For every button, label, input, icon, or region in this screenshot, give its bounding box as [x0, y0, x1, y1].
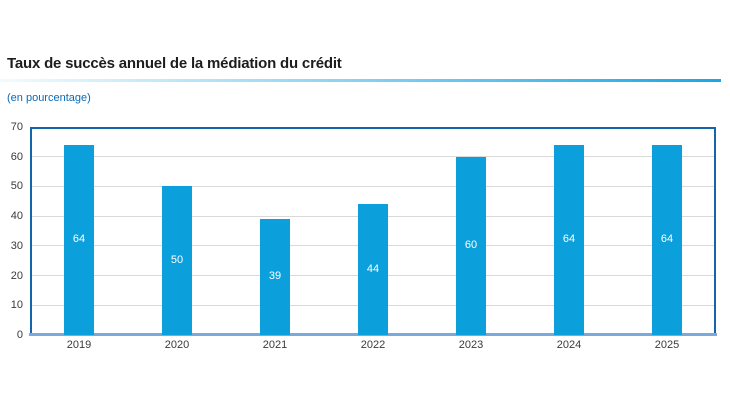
- bar-value-label: 50: [170, 253, 184, 266]
- y-axis-tick-label: 40: [10, 210, 23, 223]
- bar-value-label: 44: [366, 262, 380, 275]
- bar-2021: [260, 219, 290, 335]
- x-axis-tick-label: 2023: [458, 339, 484, 351]
- y-axis-tick-label: 30: [10, 239, 23, 252]
- bar-value-label: 64: [72, 232, 86, 245]
- y-axis-tick-label: 60: [10, 150, 23, 163]
- x-axis-tick-label: 2025: [654, 339, 680, 351]
- x-axis-tick-label: 2020: [164, 339, 190, 351]
- title-underline-rule: [0, 79, 721, 82]
- y-axis-tick-label: 50: [10, 180, 23, 193]
- chart-unit-label: (en pourcentage): [7, 92, 91, 104]
- bar-value-label: 60: [464, 238, 478, 251]
- bar-value-label: 39: [268, 270, 282, 283]
- plot-frame-left: [30, 127, 32, 335]
- plot-frame-top: [30, 127, 716, 129]
- bar-2024: [554, 144, 584, 335]
- bar-2023: [456, 156, 486, 335]
- bar-2022: [358, 204, 388, 335]
- x-axis-tick-label: 2022: [360, 339, 386, 351]
- y-axis-tick-label: 20: [10, 269, 23, 282]
- y-axis-tick-label: 10: [10, 299, 23, 312]
- x-axis-tick-label: 2019: [66, 339, 92, 351]
- x-axis-tick-label: 2021: [262, 339, 288, 351]
- gridline: [32, 185, 714, 187]
- bar-value-label: 64: [660, 232, 674, 245]
- bar-2020: [162, 186, 192, 335]
- gridline: [32, 156, 714, 158]
- y-axis-tick-label: 0: [16, 329, 23, 341]
- x-axis-tick-label: 2024: [556, 339, 582, 351]
- chart-title: Taux de succès annuel de la médiation du…: [7, 55, 342, 72]
- plot-frame-right: [714, 127, 716, 335]
- bar-2019: [64, 144, 94, 335]
- y-axis-tick-label: 70: [10, 121, 23, 133]
- bar-2025: [652, 144, 682, 335]
- plot-area: 64 50 39 44 60 64 64: [29, 127, 717, 336]
- bar-value-label: 64: [562, 232, 576, 245]
